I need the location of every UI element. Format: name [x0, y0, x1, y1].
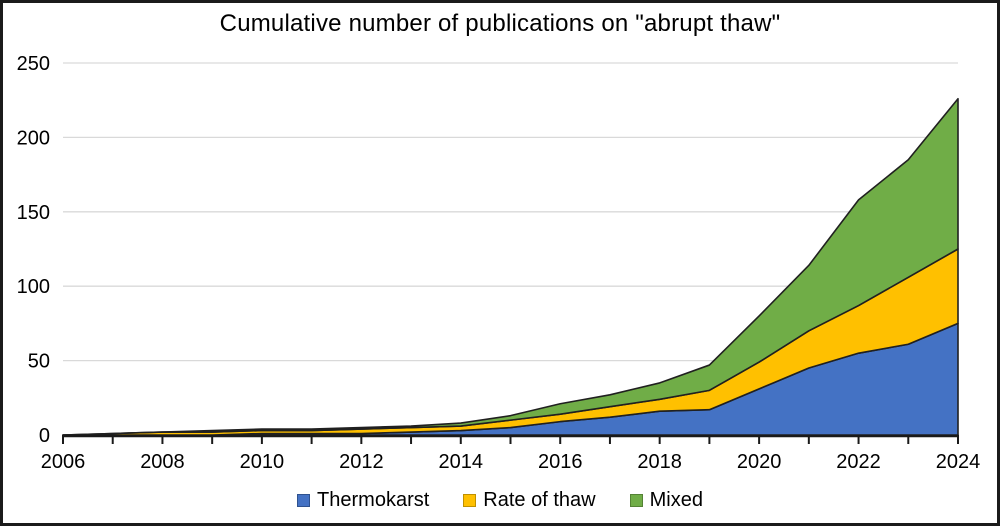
area-mixed [62, 97, 959, 436]
x-tick-label: 2024 [936, 451, 981, 473]
y-tick-label: 250 [17, 53, 50, 75]
mixed-swatch-icon [629, 494, 643, 507]
legend-label-rate-of-thaw: Rate of thaw [483, 489, 596, 511]
chart-title: Cumulative number of publications on "ab… [219, 10, 781, 37]
x-tick-label: 2006 [41, 451, 86, 473]
thermokarst-swatch-icon [297, 494, 311, 507]
x-tick-label: 2012 [339, 451, 384, 473]
legend-label-thermokarst: Thermokarst [317, 489, 430, 511]
rate-of-thaw-swatch-icon [463, 494, 477, 507]
legend-item-thermokarst: Thermokarst [297, 489, 429, 512]
x-tick-label: 2010 [240, 451, 285, 473]
legend: Thermokarst Rate of thaw Mixed [0, 489, 1000, 512]
legend-item-mixed: Mixed [629, 489, 703, 512]
y-tick-label: 150 [17, 202, 50, 224]
y-tick-label: 200 [17, 127, 50, 149]
y-tick-label: 100 [17, 276, 50, 298]
x-tick-label: 2020 [737, 451, 782, 473]
x-tick-label: 2016 [538, 451, 583, 473]
x-tick-label: 2008 [140, 451, 185, 473]
y-tick-label: 0 [39, 425, 50, 447]
legend-label-mixed: Mixed [649, 489, 703, 511]
x-tick-label: 2018 [637, 451, 682, 473]
x-tick-label: 2014 [439, 451, 484, 473]
legend-item-rate-of-thaw: Rate of thaw [463, 489, 596, 512]
x-tick-label: 2022 [836, 451, 881, 473]
y-tick-label: 50 [28, 351, 50, 373]
